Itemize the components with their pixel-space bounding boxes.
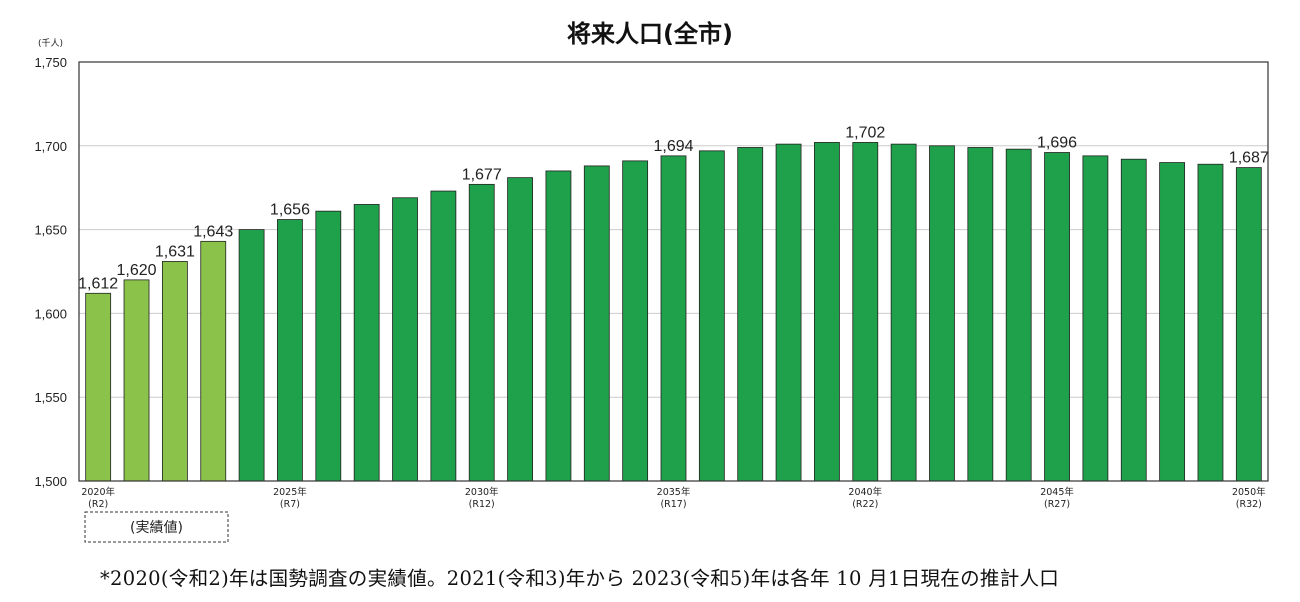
y-tick-label: 1,750: [34, 55, 67, 70]
data-label: 1,620: [117, 262, 157, 279]
bar: [1197, 163, 1224, 482]
y-axis-unit-label: (千人): [38, 39, 64, 49]
x-tick-year-label: 2025年: [273, 486, 307, 498]
x-tick-era-label: (R32): [1236, 499, 1262, 510]
bar: [161, 261, 188, 482]
bar: [353, 204, 380, 482]
y-tick-label: 1,700: [34, 139, 67, 154]
x-tick-era-label: (R2): [88, 499, 108, 510]
bar: [200, 240, 227, 482]
bar: [545, 170, 572, 482]
bars: [85, 142, 1262, 482]
bar: [737, 147, 764, 482]
y-axis: 1,500 1,550 1,600 1,650 1,700 1,750: [34, 55, 67, 489]
actual-values-label: (実績値): [130, 520, 183, 536]
x-tick-era-label: (R22): [852, 499, 878, 510]
bar: [1159, 162, 1186, 482]
bar: [698, 150, 725, 482]
bar: [1044, 152, 1070, 482]
bar: [583, 165, 610, 482]
x-tick-year-label: 2045年: [1040, 486, 1074, 498]
bar: [1235, 167, 1262, 482]
y-tick-label: 1,650: [34, 223, 67, 238]
bar: [277, 219, 303, 482]
bar: [392, 197, 418, 482]
x-axis: 2020年(R2) 2025年(R7) 2030年(R12) 2035年(R17) 20…: [81, 486, 1266, 510]
bar: [967, 147, 994, 482]
bar: [238, 229, 265, 482]
y-tick-label: 1,550: [34, 390, 67, 405]
x-tick-era-label: (R27): [1044, 499, 1070, 510]
actual-values-bracket: (実績値): [84, 511, 229, 543]
bar: [1120, 158, 1147, 482]
chart-title: 将来人口(全市): [567, 20, 733, 48]
x-tick-year-label: 2040年: [848, 486, 882, 498]
bar: [622, 160, 649, 482]
bar: [123, 279, 150, 482]
x-tick-year-label: 2035年: [657, 486, 691, 498]
bar: [507, 177, 533, 482]
x-tick-era-label: (R17): [660, 499, 686, 510]
x-tick-era-label: (R12): [469, 499, 495, 510]
data-label: 1,612: [78, 275, 118, 292]
bar: [315, 210, 342, 482]
y-tick-label: 1,600: [34, 306, 67, 321]
actual-values-box: [84, 511, 229, 543]
x-tick-year-label: 2020年: [81, 486, 115, 498]
data-label: 1,631: [155, 243, 195, 260]
x-tick-year-label: 2050年: [1232, 486, 1266, 498]
bar: [660, 155, 687, 482]
bar: [85, 292, 112, 482]
bar: [1082, 155, 1109, 482]
x-tick-year-label: 2030年: [465, 486, 499, 498]
data-label: 1,656: [270, 202, 310, 219]
data-label: 1,702: [845, 124, 885, 141]
plot-frame: [78, 61, 1269, 482]
bar: [890, 143, 917, 482]
data-label: 1,694: [653, 138, 693, 155]
bar: [468, 183, 495, 482]
data-label: 1,643: [193, 223, 233, 240]
data-label: 1,696: [1037, 135, 1077, 152]
bar: [814, 142, 840, 482]
bar: [929, 145, 955, 482]
data-label: 1,677: [462, 166, 502, 183]
y-tick-label: 1,500: [34, 474, 67, 489]
bar: [1005, 148, 1032, 482]
x-tick-era-label: (R7): [280, 499, 300, 510]
bar: [852, 142, 879, 482]
bar: [775, 143, 802, 482]
footnote: *2020(令和2)年は国勢調査の実績値。2021(令和3)年から 2023(令…: [100, 567, 1060, 590]
data-label: 1,687: [1229, 150, 1269, 167]
bar: [430, 190, 457, 482]
